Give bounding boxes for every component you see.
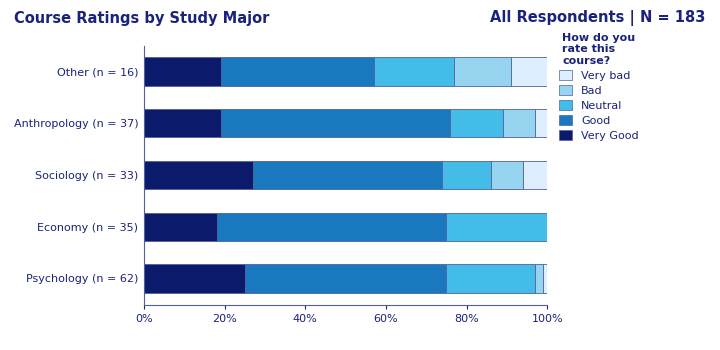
Bar (374, 57, 454, 86)
Bar (523, 161, 547, 189)
Bar (535, 264, 543, 293)
Text: Course Ratings by Study Major: Course Ratings by Study Major (14, 10, 270, 26)
Bar (245, 264, 446, 293)
Bar (503, 109, 535, 138)
Legend: Very bad, Bad, Neutral, Good, Very Good: Very bad, Bad, Neutral, Good, Very Good (557, 30, 641, 143)
Bar (144, 109, 220, 138)
Bar (220, 57, 374, 86)
Bar (446, 264, 535, 293)
Bar (442, 161, 491, 189)
Bar (543, 264, 547, 293)
Bar (491, 161, 523, 189)
Bar (446, 212, 547, 241)
Bar (144, 264, 245, 293)
Bar (454, 57, 511, 86)
Bar (217, 212, 446, 241)
Bar (144, 212, 217, 241)
Bar (144, 161, 253, 189)
Bar (511, 57, 547, 86)
Text: All Respondents | N = 183: All Respondents | N = 183 (490, 10, 706, 27)
Bar (253, 161, 442, 189)
Bar (144, 57, 220, 86)
Bar (535, 109, 547, 138)
Bar (220, 109, 451, 138)
Bar (451, 109, 503, 138)
